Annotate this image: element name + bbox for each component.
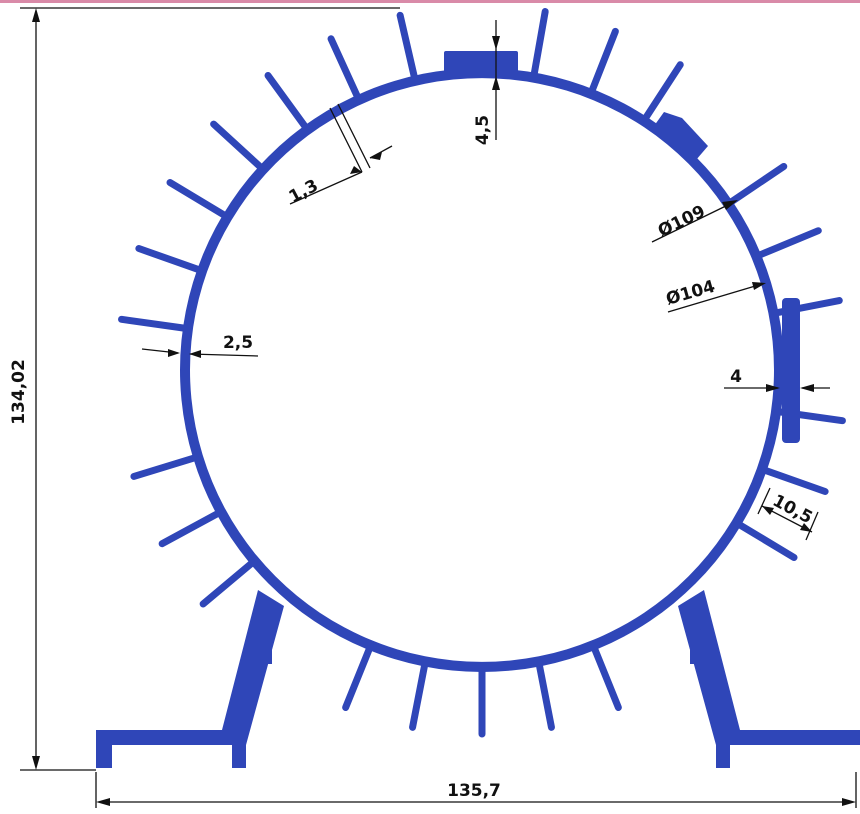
fin bbox=[118, 315, 189, 332]
side-flat-thickness-label: 4 bbox=[730, 367, 742, 387]
fin bbox=[158, 509, 222, 548]
fin bbox=[409, 660, 429, 731]
fin bbox=[166, 179, 229, 219]
left-leg-step bbox=[262, 650, 272, 664]
right-leg bbox=[678, 590, 860, 768]
fin bbox=[135, 244, 203, 274]
fin bbox=[588, 27, 619, 95]
fin bbox=[590, 644, 622, 711]
dimension-overall-height: 134,02 bbox=[9, 7, 400, 771]
fin bbox=[530, 8, 549, 79]
top-flat-block bbox=[444, 51, 518, 75]
fin bbox=[199, 559, 256, 608]
fin bbox=[396, 11, 419, 82]
dimension-inner-diameter: Ø104 bbox=[664, 277, 766, 313]
fin bbox=[727, 162, 788, 206]
fin bbox=[735, 521, 798, 561]
wall-thickness-label: 2,5 bbox=[223, 333, 253, 353]
fin bbox=[535, 660, 555, 731]
fin-length-label: 10,5 bbox=[769, 491, 815, 528]
tube-ring bbox=[180, 68, 784, 672]
overall-width-label: 135,7 bbox=[447, 781, 501, 801]
dimension-fin-length: 10,5 bbox=[757, 487, 819, 541]
left-leg bbox=[96, 590, 284, 768]
fin bbox=[755, 227, 822, 259]
dimension-outer-diameter: Ø109 bbox=[651, 200, 738, 243]
upper-right-block bbox=[654, 112, 708, 160]
fin bbox=[130, 454, 199, 480]
dimension-top-flat: 4,5 bbox=[473, 20, 500, 145]
fin bbox=[264, 72, 310, 131]
dimension-wall-thickness: 2,5 bbox=[141, 333, 259, 358]
dimension-overall-width: 135,7 bbox=[95, 772, 857, 808]
top-border bbox=[0, 0, 860, 3]
top-flat-height-label: 4,5 bbox=[473, 115, 493, 145]
fin bbox=[342, 644, 374, 711]
dimension-side-flat: 4 bbox=[724, 367, 830, 392]
fin bbox=[641, 61, 684, 122]
outer-diameter-label: Ø109 bbox=[655, 202, 709, 242]
fin-thickness-label: 1,3 bbox=[286, 176, 322, 208]
fin bbox=[327, 35, 362, 101]
right-leg-step bbox=[690, 650, 700, 664]
right-side-flat bbox=[782, 298, 800, 443]
fin bbox=[210, 120, 265, 171]
overall-height-label: 134,02 bbox=[9, 359, 29, 425]
heatsink-profile bbox=[96, 8, 860, 768]
fin bbox=[761, 466, 829, 496]
